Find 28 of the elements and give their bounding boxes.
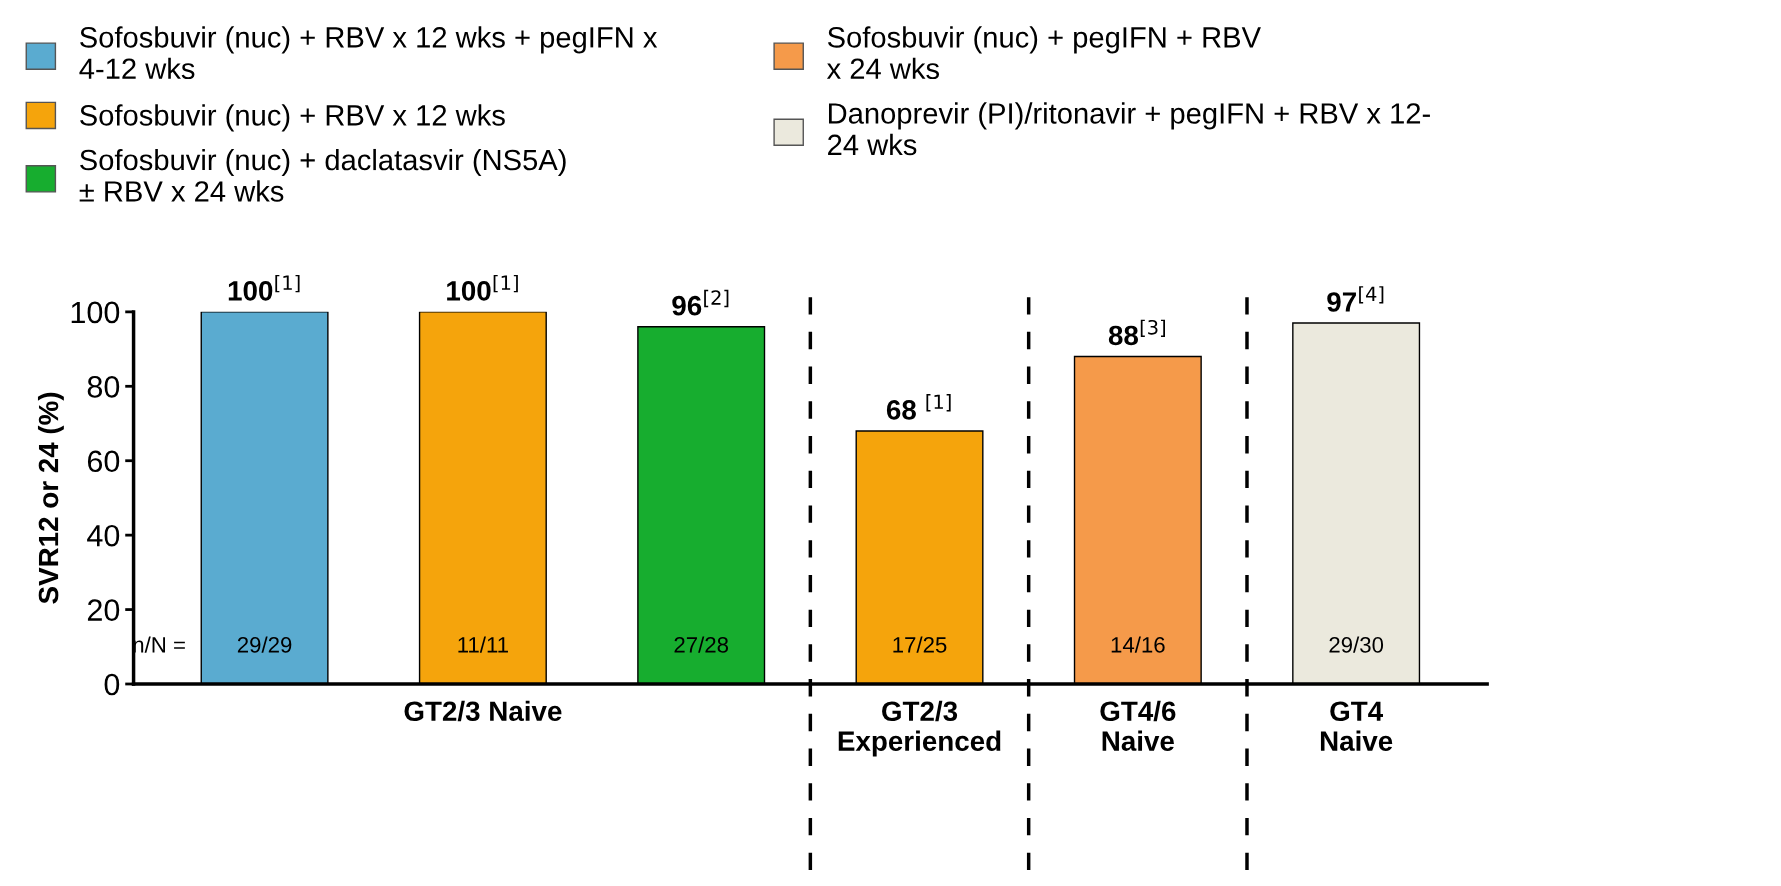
data-label: 100$^{[1]}$ (447, 274, 518, 301)
annotation: 14/16 (1111, 636, 1165, 653)
y-tick-label: 20 (87, 599, 120, 621)
y-tick-label: 0 (104, 673, 120, 696)
annotation: 11/11 (458, 636, 508, 653)
y-tick-label: 40 (87, 524, 120, 547)
x-tick-label: GT4 Naive (1320, 701, 1393, 751)
data-label: 100$^{[1]}$ (228, 274, 300, 301)
annotation: 29/29 (237, 636, 292, 653)
legend-label: Danoprevir (PI)/ritonavir + pegIFN + RBV x 12- 24 wks (828, 102, 1430, 156)
data-label: 88$^{[3]}$ (1108, 319, 1165, 346)
x-tick-label: GT2/3 Naive (404, 700, 562, 722)
annotation: 29/30 (1329, 636, 1384, 653)
y-tick-label: 80 (87, 376, 120, 398)
legend-label: Sofosbuvir (nuc) + daclatasvir (NS5A) ± RBV x 24 wks (79, 148, 566, 202)
x-tick-label: GT4/6 Naive (1100, 700, 1176, 751)
y-tick-label: 100 (71, 301, 120, 324)
y-tick-label: 60 (87, 450, 120, 473)
y-axis-title: SVR12 or 24 (%) (37, 392, 64, 604)
annotation: 27/28 (674, 636, 729, 653)
legend-label: Sofosbuvir (nuc) + RBV x 12 wks (80, 104, 505, 132)
legend-label: Sofosbuvir (nuc) + RBV x 12 wks + pegIFN x 4-12 wks (79, 26, 658, 80)
x-tick-label: GT2/3 Experienced (838, 700, 1001, 757)
legend-label: Sofosbuvir (nuc) + pegIFN + RBV x 24 wks (826, 26, 1261, 80)
annotation: 17/25 (893, 636, 947, 653)
data-label: 96$^{[2]}$ (672, 289, 729, 316)
data-label: 97$^{[4]}$ (1327, 286, 1384, 312)
data-label: 68 $^{[1]}$ (886, 394, 951, 420)
